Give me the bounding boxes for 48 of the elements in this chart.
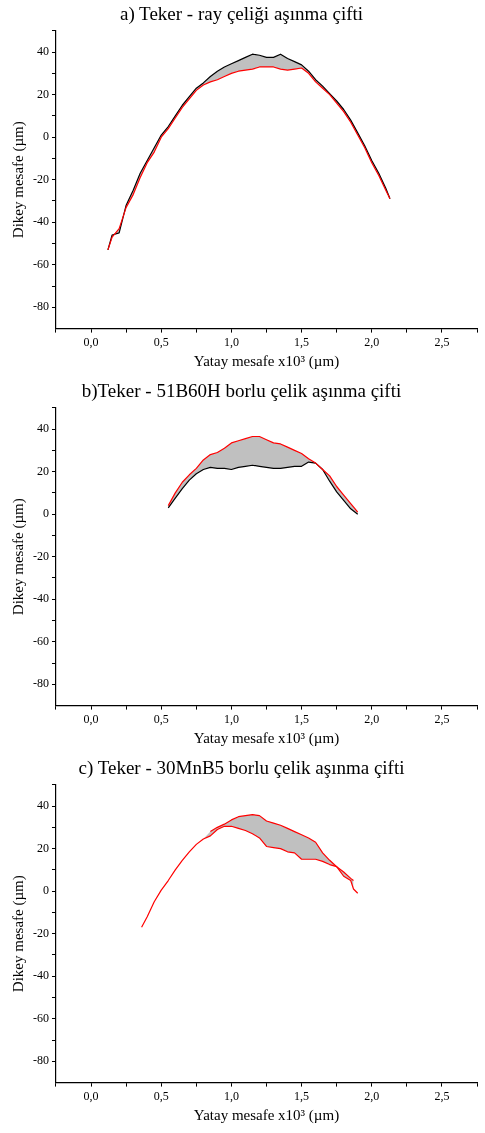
chart-title: a) Teker - ray çeliği aşınma çifti [119,3,364,26]
x-tick-label: 1,0 [223,1088,239,1103]
y-tick-label: 0 [43,129,49,144]
y-tick-label: 20 [37,463,49,478]
y-tick-label: -80 [33,299,49,314]
y-tick-label: 20 [37,86,49,101]
y-tick-label: 40 [37,421,49,436]
x-tick-label: 2,5 [434,1088,450,1103]
x-axis-title: Yatay mesafe x10³ (µm) [193,352,340,370]
y-tick-label: -40 [33,591,49,606]
y-axis-title: Dikey mesafe (µm) [9,121,27,239]
x-tick-label: 1,5 [294,1088,310,1103]
x-tick-label: 1,0 [223,711,239,726]
x-tick-label: 0,0 [83,1088,99,1103]
x-tick-label: 2,0 [364,334,380,349]
x-tick-label: 2,0 [364,711,380,726]
chart-title: b)Teker - 51B60H borlu çelik aşınma çifti [81,380,402,403]
y-tick-label: 20 [37,840,49,855]
x-axis-title: Yatay mesafe x10³ (µm) [193,729,340,747]
y-tick-label: -60 [33,256,49,271]
y-tick-label: 40 [37,44,49,59]
y-tick-label: -20 [33,925,49,940]
x-tick-label: 0,5 [153,711,169,726]
y-axis-title: Dikey mesafe (µm) [9,498,27,616]
y-tick-label: 0 [43,506,49,521]
x-tick-label: 2,5 [434,334,450,349]
y-tick-label: -40 [33,214,49,229]
y-tick-label: -40 [33,968,49,983]
chart-title: c) Teker - 30MnB5 borlu çelik aşınma çifti [78,757,405,780]
y-axis-title: Dikey mesafe (µm) [9,875,27,993]
x-tick-label: 1,0 [223,334,239,349]
x-axis-title: Yatay mesafe x10³ (µm) [193,1106,340,1124]
y-tick-label: -80 [33,676,49,691]
x-tick-label: 2,5 [434,711,450,726]
x-tick-label: 2,0 [364,1088,380,1103]
x-tick-label: 1,5 [294,711,310,726]
y-tick-label: 0 [43,883,49,898]
y-tick-label: -80 [33,1053,49,1068]
x-tick-label: 0,0 [83,334,99,349]
x-tick-label: 0,5 [153,1088,169,1103]
x-tick-label: 1,5 [294,334,310,349]
y-tick-label: -60 [33,1010,49,1025]
x-tick-label: 0,5 [153,334,169,349]
y-tick-label: -60 [33,633,49,648]
x-tick-label: 0,0 [83,711,99,726]
y-tick-label: -20 [33,171,49,186]
y-tick-label: -20 [33,548,49,563]
y-tick-label: 40 [37,798,49,813]
